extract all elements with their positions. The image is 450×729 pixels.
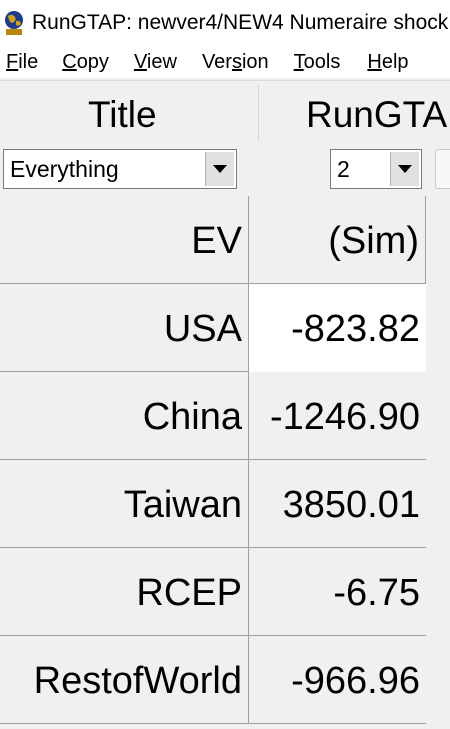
menu-tools-rest: ools [303,50,341,73]
table-row: RCEP -6.75 [0,548,426,636]
menu-help-rest: elp [381,50,409,73]
menu-file[interactable]: File [6,51,38,74]
table-row: RestofWorld -966.96 [0,636,426,724]
menu-version-accel: s [231,50,242,73]
title-column-header: Title [88,94,157,135]
menu-copy[interactable]: Copy [62,51,109,74]
decimals-select-dropdown-icon[interactable] [390,152,419,186]
menu-view-rest: iew [146,50,177,73]
control-row: Everything 2 [0,144,450,196]
cell-value-restofworld[interactable]: -966.96 [249,636,426,724]
row-label-china[interactable]: China [0,372,249,460]
menu-copy-accel: C [62,50,77,73]
results-table: EV (Sim) USA -823.82 China -1246.90 Taiw… [0,196,426,724]
menu-tools-accel: T [293,50,304,73]
cell-value-taiwan[interactable]: 3850.01 [249,460,426,548]
table-row: China -1246.90 [0,372,426,460]
menu-bar: File Copy View Version Tools Help [0,46,450,78]
menu-view[interactable]: View [134,51,177,74]
decimals-select-value: 2 [337,156,350,182]
menu-copy-rest: opy [76,50,109,73]
partial-control[interactable] [435,149,450,189]
cell-value-china[interactable]: -1246.90 [249,372,426,460]
window-title: RunGTAP: newver4/NEW4 Numeraire shock [32,11,449,34]
menu-version-pre: Ver [201,50,232,73]
cell-value-rcep[interactable]: -6.75 [249,548,426,636]
cell-value-usa[interactable]: -823.82 [249,284,426,372]
menu-tools[interactable]: Tools [294,51,341,74]
app-globe-icon [5,11,23,35]
table-header-row: EV (Sim) [0,196,426,284]
menu-version-rest: ion [241,50,269,73]
row-label-taiwan[interactable]: Taiwan [0,460,249,548]
row-label-usa[interactable]: USA [0,284,249,372]
title-bar: RunGTAP: newver4/NEW4 Numeraire shock [0,0,450,46]
row-label-restofworld[interactable]: RestofWorld [0,636,249,724]
view-select-dropdown-icon[interactable] [205,152,234,186]
view-select[interactable]: Everything [3,149,237,189]
menu-view-accel: V [133,50,147,73]
menu-file-rest: ile [18,50,39,73]
decimals-select[interactable]: 2 [330,149,422,189]
menu-help-accel: H [367,50,382,73]
menu-file-accel: F [6,50,19,73]
view-select-value: Everything [10,156,119,182]
row-label-rcep[interactable]: RCEP [0,548,249,636]
rungtap-column-header: RunGTA [306,94,448,135]
table-row: Taiwan 3850.01 [0,460,426,548]
column-header-row: Title RunGTA [0,80,450,145]
menu-help[interactable]: Help [367,51,408,74]
header-divider [258,85,259,141]
column-header-ev[interactable]: EV [0,196,249,284]
table-row: USA -823.82 [0,284,426,372]
menu-version[interactable]: Version [202,51,269,74]
column-header-sim[interactable]: (Sim) [249,196,426,284]
